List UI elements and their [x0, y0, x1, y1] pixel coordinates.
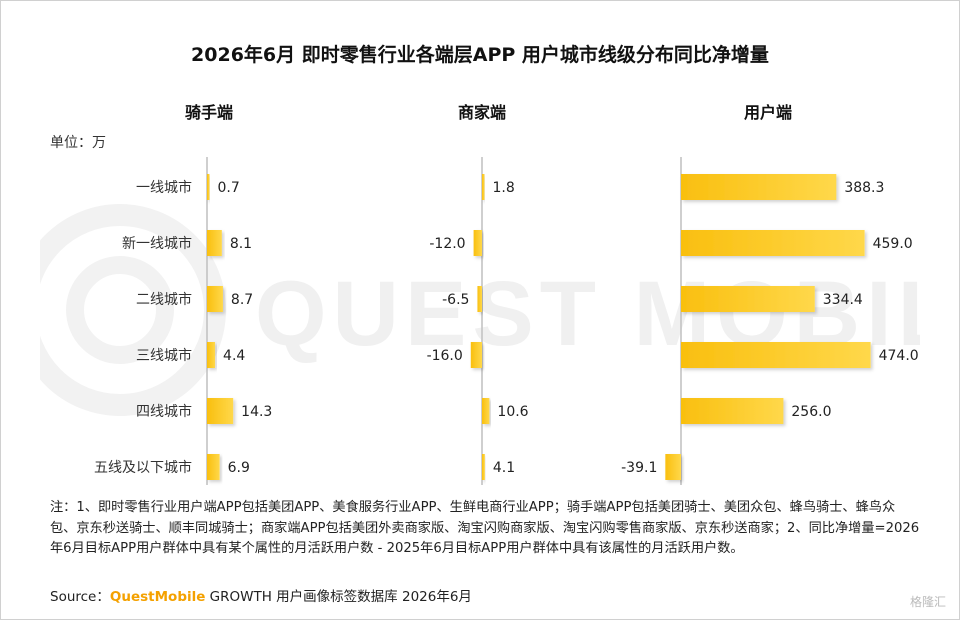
panel-title-rider: 骑手端 — [184, 103, 233, 122]
bar-user — [681, 286, 815, 312]
unit-label: 单位：万 — [50, 135, 106, 151]
data-label-user: 388.3 — [844, 180, 884, 196]
bar-rider — [207, 174, 210, 200]
bar-rider — [207, 454, 220, 480]
bar-rider — [207, 230, 222, 256]
bar-merchant — [477, 286, 482, 312]
bar-merchant — [470, 342, 482, 368]
data-label-user: 334.4 — [823, 292, 863, 308]
source-rest: GROWTH 用户画像标签数据库 2026年6月 — [205, 589, 472, 605]
data-label-rider: 6.9 — [228, 460, 250, 476]
bar-user — [681, 398, 784, 424]
category-label: 五线及以下城市 — [94, 459, 192, 476]
footnote: 注：1、即时零售行业用户端APP包括美团APP、美食服务行业APP、生鲜电商行业… — [50, 500, 920, 556]
category-label: 四线城市 — [136, 403, 192, 420]
bar-merchant — [482, 174, 485, 200]
bar-user — [681, 174, 837, 200]
data-label-merchant: -16.0 — [427, 348, 463, 364]
category-label: 三线城市 — [136, 347, 192, 364]
bar-user — [681, 230, 865, 256]
data-label-user: 459.0 — [873, 236, 913, 252]
data-label-rider: 4.4 — [223, 348, 245, 364]
bar-merchant — [482, 454, 485, 480]
source-label: Source： — [50, 589, 110, 605]
bar-rider — [207, 342, 216, 368]
data-label-rider: 8.1 — [230, 236, 252, 252]
data-label-user: 256.0 — [791, 404, 831, 420]
bar-user — [665, 454, 681, 480]
data-label-merchant: 10.6 — [497, 404, 528, 420]
data-label-rider: 0.7 — [218, 180, 240, 196]
bar-rider — [207, 398, 234, 424]
category-label: 二线城市 — [136, 291, 192, 308]
bar-rider — [207, 286, 223, 312]
chart-title: 2026年6月 即时零售行业各端层APP 用户城市线级分布同比净增量 — [191, 44, 769, 66]
data-label-rider: 14.3 — [241, 404, 272, 420]
bar-merchant — [473, 230, 482, 256]
data-label-merchant: -6.5 — [442, 292, 469, 308]
data-label-merchant: -12.0 — [429, 236, 465, 252]
bar-merchant — [482, 398, 490, 424]
bar-user — [681, 342, 871, 368]
data-label-merchant: 4.1 — [493, 460, 515, 476]
corner-logo: 格隆汇 — [909, 595, 946, 609]
category-label: 一线城市 — [136, 179, 192, 196]
data-label-rider: 8.7 — [231, 292, 253, 308]
category-label: 新一线城市 — [122, 235, 192, 252]
panel-title-merchant: 商家端 — [457, 103, 506, 122]
data-label-user: -39.1 — [621, 460, 657, 476]
data-label-user: 474.0 — [879, 348, 919, 364]
source-brand: QuestMobile — [109, 589, 206, 605]
data-label-merchant: 1.8 — [493, 180, 515, 196]
panel-title-user: 用户端 — [743, 103, 792, 122]
source-line: Source：QuestMobile GROWTH 用户画像标签数据库 2026… — [50, 585, 472, 605]
